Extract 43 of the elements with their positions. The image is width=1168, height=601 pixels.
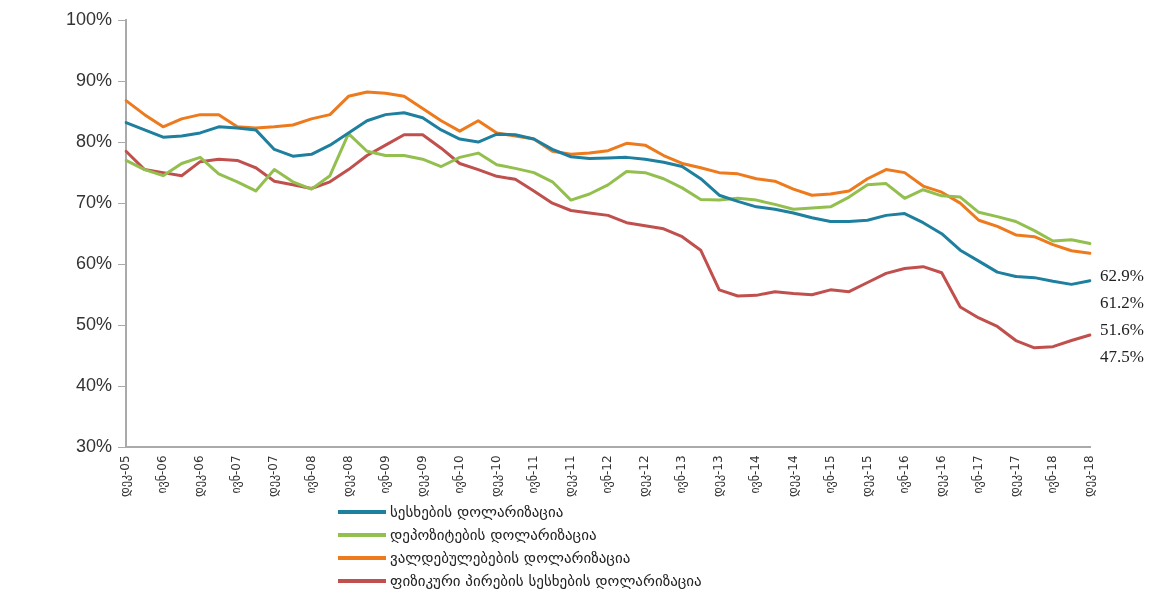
x-tick-label: დეკ-12 — [637, 455, 652, 498]
x-tick-label: ივნ-10 — [451, 455, 466, 494]
y-tick-label: 70% — [76, 192, 113, 213]
x-tick-label: დეკ-16 — [933, 455, 948, 498]
x-tick-label: დეკ-09 — [414, 455, 429, 498]
text: 62.9% — [1100, 265, 1144, 285]
x-tick-label: ივნ-17 — [970, 455, 985, 494]
x-tick-label: დეკ-14 — [785, 455, 800, 498]
legend-label: სესხების დოლარიზაცია — [390, 502, 564, 521]
x-tick-label: ივნ-18 — [1045, 455, 1060, 494]
legend-label: დეპოზიტების დოლარიზაცია — [390, 525, 597, 544]
y-tick-label: 90% — [76, 70, 113, 91]
x-tick-label: დეკ-08 — [340, 455, 355, 498]
x-tick-label: ივნ-07 — [229, 455, 244, 494]
text: 47.5% — [1100, 346, 1144, 366]
x-tick-label: ივნ-15 — [822, 455, 837, 494]
text: 61.2% — [1100, 292, 1144, 312]
x-tick-label: ივნ-12 — [600, 455, 615, 494]
x-tick-label: ივნ-11 — [525, 455, 540, 494]
y-tick-label: 100% — [65, 8, 113, 29]
x-tick-label: დეკ-13 — [711, 455, 726, 498]
y-tick-label: 50% — [76, 314, 113, 335]
x-tick-label: ივნ-13 — [674, 455, 689, 494]
x-tick-label: ივნ-14 — [748, 455, 763, 494]
x-tick-label: დეკ-10 — [488, 455, 503, 498]
x-tick-label: დეკ-07 — [266, 455, 281, 498]
x-tick-label: ივნ-16 — [896, 455, 911, 494]
x-tick-label: დეკ-17 — [1007, 455, 1022, 498]
y-tick-label: 40% — [76, 375, 113, 396]
y-tick-label: 30% — [76, 436, 113, 457]
x-tick-label: დეკ-11 — [563, 455, 578, 498]
x-tick-label: ივნ-06 — [155, 455, 170, 494]
x-tick-label: დეკ-05 — [118, 455, 133, 498]
x-tick-label: ივნ-09 — [377, 455, 392, 494]
x-tick-label: დეკ-15 — [859, 455, 874, 498]
text: 51.6% — [1100, 319, 1144, 339]
x-tick-label: ივნ-08 — [303, 455, 318, 494]
legend-label: ვალდებულებების დოლარიზაცია — [390, 548, 631, 567]
x-tick-label: დეკ-18 — [1082, 455, 1097, 498]
y-tick-label: 80% — [76, 131, 113, 152]
legend-label: ფიზიკური პირების სესხების დოლარიზაცია — [390, 571, 702, 590]
x-tick-label: დეკ-06 — [192, 455, 207, 498]
y-tick-label: 60% — [76, 253, 113, 274]
